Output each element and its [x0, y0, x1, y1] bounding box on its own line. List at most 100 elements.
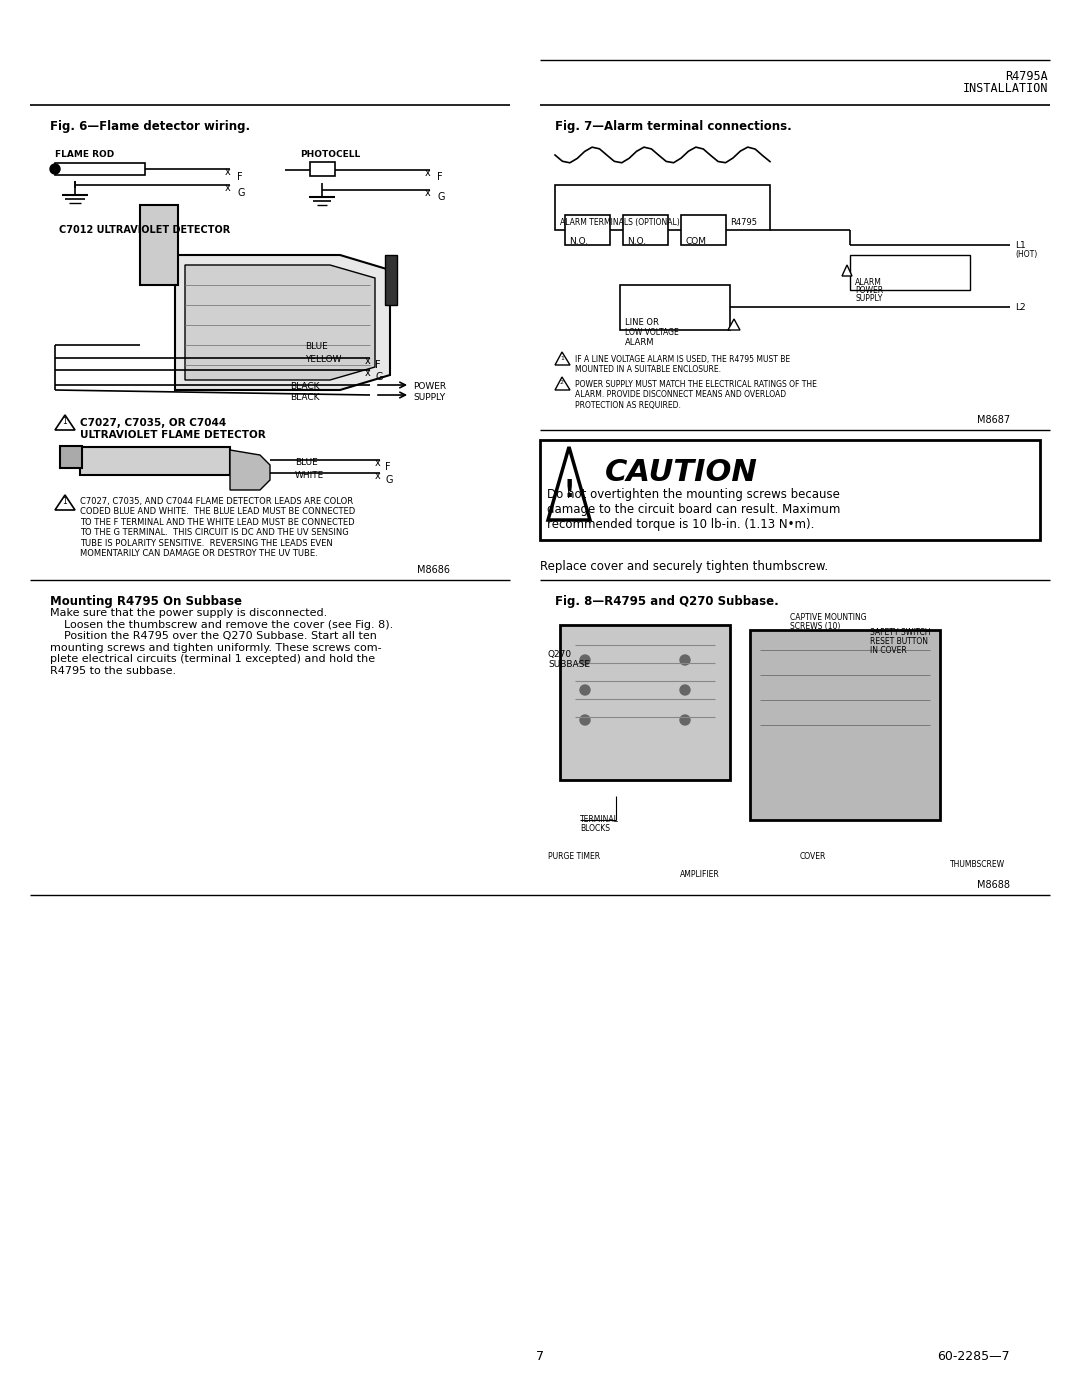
- Text: G: G: [237, 189, 244, 198]
- Text: F: F: [384, 462, 391, 472]
- Bar: [681, 215, 726, 244]
- Text: F: F: [375, 360, 380, 370]
- Text: BLUE: BLUE: [295, 458, 318, 467]
- Text: CAPTIVE MOUNTING: CAPTIVE MOUNTING: [789, 613, 866, 622]
- Polygon shape: [548, 447, 590, 520]
- Circle shape: [680, 655, 690, 665]
- Text: TERMINAL: TERMINAL: [580, 814, 619, 824]
- Polygon shape: [728, 319, 740, 330]
- Text: BLACK: BLACK: [291, 393, 320, 402]
- Polygon shape: [185, 265, 375, 380]
- Text: 1: 1: [561, 355, 564, 360]
- Circle shape: [580, 715, 590, 725]
- Text: LINE OR: LINE OR: [625, 319, 659, 327]
- Bar: [310, 162, 335, 176]
- Text: x: x: [365, 356, 370, 366]
- Bar: [384, 256, 397, 305]
- Text: 1: 1: [63, 416, 67, 426]
- Bar: [140, 205, 178, 285]
- Polygon shape: [55, 415, 75, 430]
- Bar: [561, 624, 730, 780]
- Text: Mounting R4795 On Subbase: Mounting R4795 On Subbase: [50, 595, 242, 608]
- Bar: [565, 215, 610, 244]
- Text: N.O.: N.O.: [569, 237, 589, 246]
- Text: SUPPLY: SUPPLY: [855, 293, 882, 303]
- Text: THUMBSCREW: THUMBSCREW: [950, 861, 1005, 869]
- Text: 60-2285—7: 60-2285—7: [937, 1350, 1010, 1363]
- Text: N.O.: N.O.: [627, 237, 646, 246]
- Text: Fig. 6—Flame detector wiring.: Fig. 6—Flame detector wiring.: [50, 120, 251, 133]
- Text: INSTALLATION: INSTALLATION: [962, 82, 1048, 95]
- Text: Fig. 7—Alarm terminal connections.: Fig. 7—Alarm terminal connections.: [555, 120, 792, 133]
- Circle shape: [580, 685, 590, 694]
- Text: 2: 2: [561, 380, 564, 386]
- Bar: [623, 215, 669, 244]
- Text: !: !: [564, 478, 575, 502]
- Text: C7012 ULTRAVIOLET DETECTOR: C7012 ULTRAVIOLET DETECTOR: [59, 225, 231, 235]
- Text: x: x: [365, 367, 370, 379]
- Text: ALARM: ALARM: [855, 278, 882, 286]
- Text: x: x: [225, 183, 231, 193]
- Polygon shape: [175, 256, 390, 390]
- Text: x: x: [426, 189, 431, 198]
- Text: F: F: [237, 172, 243, 182]
- Text: Do not overtighten the mounting screws because
damage to the circuit board can r: Do not overtighten the mounting screws b…: [546, 488, 840, 531]
- Bar: [750, 630, 940, 820]
- Text: SCREWS (10): SCREWS (10): [789, 622, 840, 631]
- Text: ULTRAVIOLET FLAME DETECTOR: ULTRAVIOLET FLAME DETECTOR: [80, 430, 266, 440]
- Text: G: G: [437, 191, 445, 203]
- Text: PURGE TIMER: PURGE TIMER: [548, 852, 600, 861]
- Text: M8687: M8687: [977, 415, 1010, 425]
- Text: G: G: [384, 475, 392, 485]
- Bar: [620, 285, 730, 330]
- Circle shape: [680, 715, 690, 725]
- Text: BLACK: BLACK: [291, 381, 320, 391]
- Text: COM: COM: [685, 237, 706, 246]
- Text: COVER: COVER: [800, 852, 826, 861]
- Text: POWER SUPPLY MUST MATCH THE ELECTRICAL RATINGS OF THE
ALARM. PROVIDE DISCONNECT : POWER SUPPLY MUST MATCH THE ELECTRICAL R…: [575, 380, 816, 409]
- Polygon shape: [230, 450, 270, 490]
- Text: AMPLIFIER: AMPLIFIER: [680, 870, 719, 879]
- Bar: [850, 256, 970, 291]
- Text: BLOCKS: BLOCKS: [580, 824, 610, 833]
- Bar: [80, 447, 230, 475]
- Text: PHOTOCELL: PHOTOCELL: [300, 149, 361, 159]
- Text: Replace cover and securely tighten thumbscrew.: Replace cover and securely tighten thumb…: [540, 560, 828, 573]
- Text: SUBBASE: SUBBASE: [548, 659, 590, 669]
- Text: ALARM: ALARM: [625, 338, 654, 346]
- Text: Make sure that the power supply is disconnected.
    Loosen the thumbscrew and r: Make sure that the power supply is disco…: [50, 608, 393, 676]
- Text: CAUTION: CAUTION: [605, 458, 758, 488]
- Text: IF A LINE VOLTAGE ALARM IS USED, THE R4795 MUST BE
MOUNTED IN A SUITABLE ENCLOSU: IF A LINE VOLTAGE ALARM IS USED, THE R47…: [575, 355, 791, 374]
- Text: POWER: POWER: [413, 381, 446, 391]
- Text: x: x: [225, 168, 231, 177]
- Text: x: x: [375, 458, 381, 468]
- Text: SAFETY SWITCH: SAFETY SWITCH: [870, 629, 931, 637]
- Text: WHITE: WHITE: [295, 471, 324, 481]
- Text: RESET BUTTON: RESET BUTTON: [870, 637, 928, 645]
- Text: SUPPLY: SUPPLY: [413, 393, 445, 402]
- Text: 7: 7: [536, 1350, 544, 1363]
- Text: Fig. 8—R4795 and Q270 Subbase.: Fig. 8—R4795 and Q270 Subbase.: [555, 595, 779, 608]
- Text: C7027, C7035, AND C7044 FLAME DETECTOR LEADS ARE COLOR
CODED BLUE AND WHITE.  TH: C7027, C7035, AND C7044 FLAME DETECTOR L…: [80, 497, 355, 557]
- Text: YELLOW: YELLOW: [305, 355, 341, 365]
- Text: R4795A: R4795A: [1005, 70, 1048, 82]
- Bar: [60, 446, 82, 468]
- Text: L1: L1: [1015, 242, 1026, 250]
- Polygon shape: [555, 352, 570, 365]
- Text: POWER: POWER: [855, 286, 883, 295]
- Text: x: x: [426, 168, 431, 177]
- Text: R4795: R4795: [730, 218, 757, 226]
- Text: (HOT): (HOT): [1015, 250, 1037, 258]
- Text: G: G: [375, 372, 382, 381]
- Bar: [540, 440, 1040, 541]
- Text: M8688: M8688: [977, 880, 1010, 890]
- Polygon shape: [842, 265, 852, 277]
- Circle shape: [50, 163, 60, 175]
- Polygon shape: [555, 377, 570, 390]
- Text: FLAME ROD: FLAME ROD: [55, 149, 114, 159]
- Text: x: x: [375, 471, 381, 481]
- Text: 1: 1: [63, 496, 67, 506]
- Text: BLUE: BLUE: [305, 342, 327, 351]
- Polygon shape: [55, 495, 75, 510]
- Text: LOW VOLTAGE: LOW VOLTAGE: [625, 328, 678, 337]
